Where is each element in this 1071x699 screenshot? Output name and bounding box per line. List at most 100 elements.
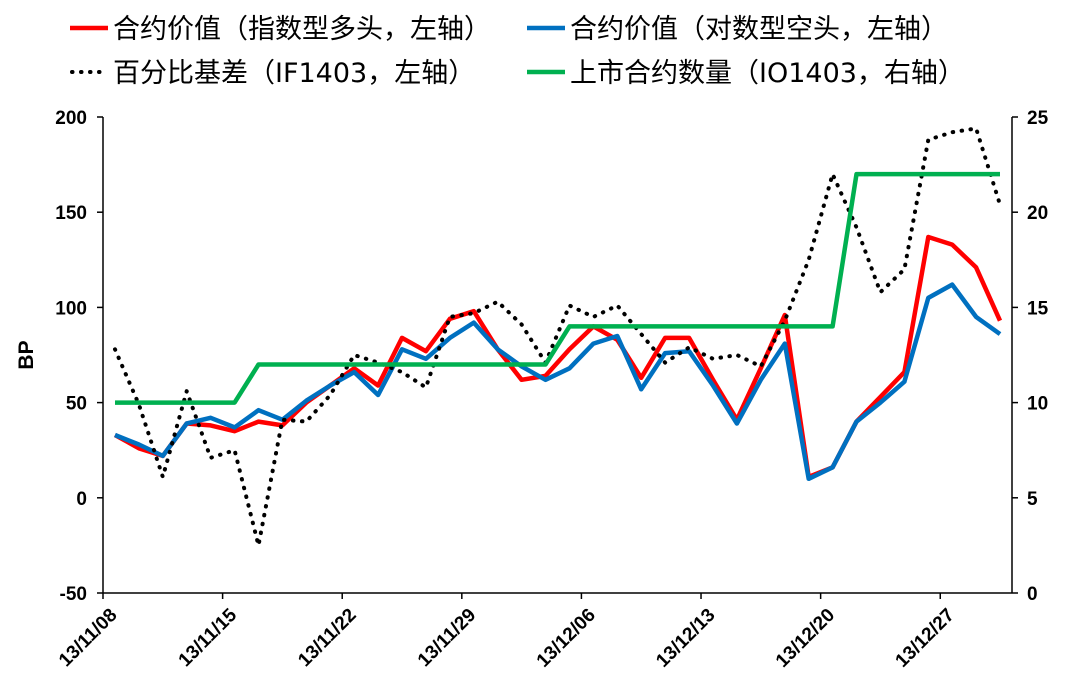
- data-point: [973, 264, 979, 270]
- data-point: [232, 424, 238, 430]
- data-point: [232, 400, 238, 406]
- right-y-tick-label: 20: [1027, 203, 1048, 224]
- data-point: [949, 129, 955, 135]
- data-point: [255, 362, 261, 368]
- data-point: [208, 400, 214, 406]
- legend-item: 百分比基差（IF1403，左轴）: [70, 58, 475, 89]
- data-point: [184, 421, 190, 427]
- data-point: [471, 362, 477, 368]
- data-point: [136, 441, 142, 447]
- right-y-tick-label: 5: [1027, 489, 1038, 510]
- data-point: [566, 346, 572, 352]
- data-point: [997, 202, 1003, 208]
- data-point: [734, 421, 740, 427]
- data-point: [830, 171, 836, 177]
- data-point: [782, 323, 788, 329]
- data-point: [543, 377, 549, 383]
- series-line-1: [114, 282, 1002, 482]
- data-point: [566, 323, 572, 329]
- data-point: [614, 302, 620, 308]
- data-point: [351, 352, 357, 358]
- data-point: [375, 392, 381, 398]
- data-point: [925, 234, 931, 240]
- data-point: [901, 379, 907, 385]
- data-point: [112, 432, 118, 438]
- series-line-3: [115, 171, 1000, 405]
- data-point: [758, 377, 764, 383]
- data-point: [734, 323, 740, 329]
- data-point: [423, 356, 429, 362]
- data-point: [519, 362, 525, 368]
- series-line-0: [113, 234, 1003, 480]
- legend-item: 合约价值（对数型空头，左轴）: [527, 14, 948, 45]
- left-y-axis-label: BP: [15, 340, 38, 369]
- data-point: [495, 362, 501, 368]
- legend-item: 合约价值（指数型多头，左轴）: [70, 14, 491, 45]
- data-point: [590, 314, 596, 320]
- plot-area: [112, 125, 1003, 548]
- data-point: [662, 323, 668, 329]
- data-point: [662, 335, 668, 341]
- series-line-2: [113, 126, 1002, 548]
- legend-label: 合约价值（指数型多头，左轴）: [113, 14, 491, 45]
- data-point: [327, 392, 333, 398]
- data-point: [854, 171, 860, 177]
- data-point: [232, 447, 238, 453]
- data-point: [662, 350, 668, 356]
- x-tick-label: 13/12/20: [772, 605, 839, 672]
- data-point: [160, 400, 166, 406]
- data-point: [925, 137, 931, 143]
- data-point: [519, 322, 525, 328]
- data-point: [255, 542, 261, 548]
- data-point: [208, 422, 214, 428]
- data-point: [973, 171, 979, 177]
- data-point: [997, 331, 1003, 337]
- data-point: [925, 171, 931, 177]
- legend-label: 上市合约数量（IO1403，右轴）: [570, 58, 965, 89]
- data-point: [327, 382, 333, 388]
- data-point: [327, 362, 333, 368]
- data-point: [782, 341, 788, 347]
- left-y-tick-label: 50: [66, 394, 87, 415]
- series-1: [112, 282, 1003, 482]
- data-point: [806, 323, 812, 329]
- right-y-tick-label: 15: [1027, 298, 1049, 319]
- data-point: [471, 310, 477, 316]
- data-point: [925, 295, 931, 301]
- data-point: [375, 362, 381, 368]
- data-point: [806, 476, 812, 482]
- data-point: [590, 323, 596, 329]
- data-point: [566, 302, 572, 308]
- data-point: [973, 125, 979, 131]
- data-point: [471, 320, 477, 326]
- data-point: [399, 335, 405, 341]
- right-y-tick-label: 10: [1027, 394, 1048, 415]
- axes: -50 0 50 100 150 200 0 5 10 15 20 25 13/11/08 13/11/1…: [55, 108, 1048, 672]
- x-tick-label: 13/11/08: [55, 605, 121, 671]
- legend-label: 合约价值（对数型空头，左轴）: [570, 14, 948, 45]
- data-point: [901, 171, 907, 177]
- left-y-tick-label: 0: [76, 489, 87, 510]
- data-point: [638, 331, 644, 337]
- data-point: [184, 400, 190, 406]
- data-point: [614, 333, 620, 339]
- data-point: [997, 171, 1003, 177]
- data-point: [614, 323, 620, 329]
- data-point: [399, 362, 405, 368]
- data-point: [160, 453, 166, 459]
- legend-label: 百分比基差（IF1403，左轴）: [113, 58, 475, 89]
- data-point: [662, 360, 668, 366]
- data-point: [638, 386, 644, 392]
- data-point: [877, 400, 883, 406]
- left-y-tick-label: 200: [55, 108, 87, 129]
- data-point: [255, 407, 261, 413]
- data-point: [877, 171, 883, 177]
- data-point: [758, 363, 764, 369]
- data-point: [710, 382, 716, 388]
- data-point: [638, 323, 644, 329]
- data-point: [303, 398, 309, 404]
- data-point: [208, 455, 214, 461]
- data-point: [303, 419, 309, 425]
- data-point: [973, 314, 979, 320]
- legend: 合约价值（指数型多头，左轴） 合约价值（对数型空头，左轴） 百分比基差（IF1403…: [70, 14, 965, 89]
